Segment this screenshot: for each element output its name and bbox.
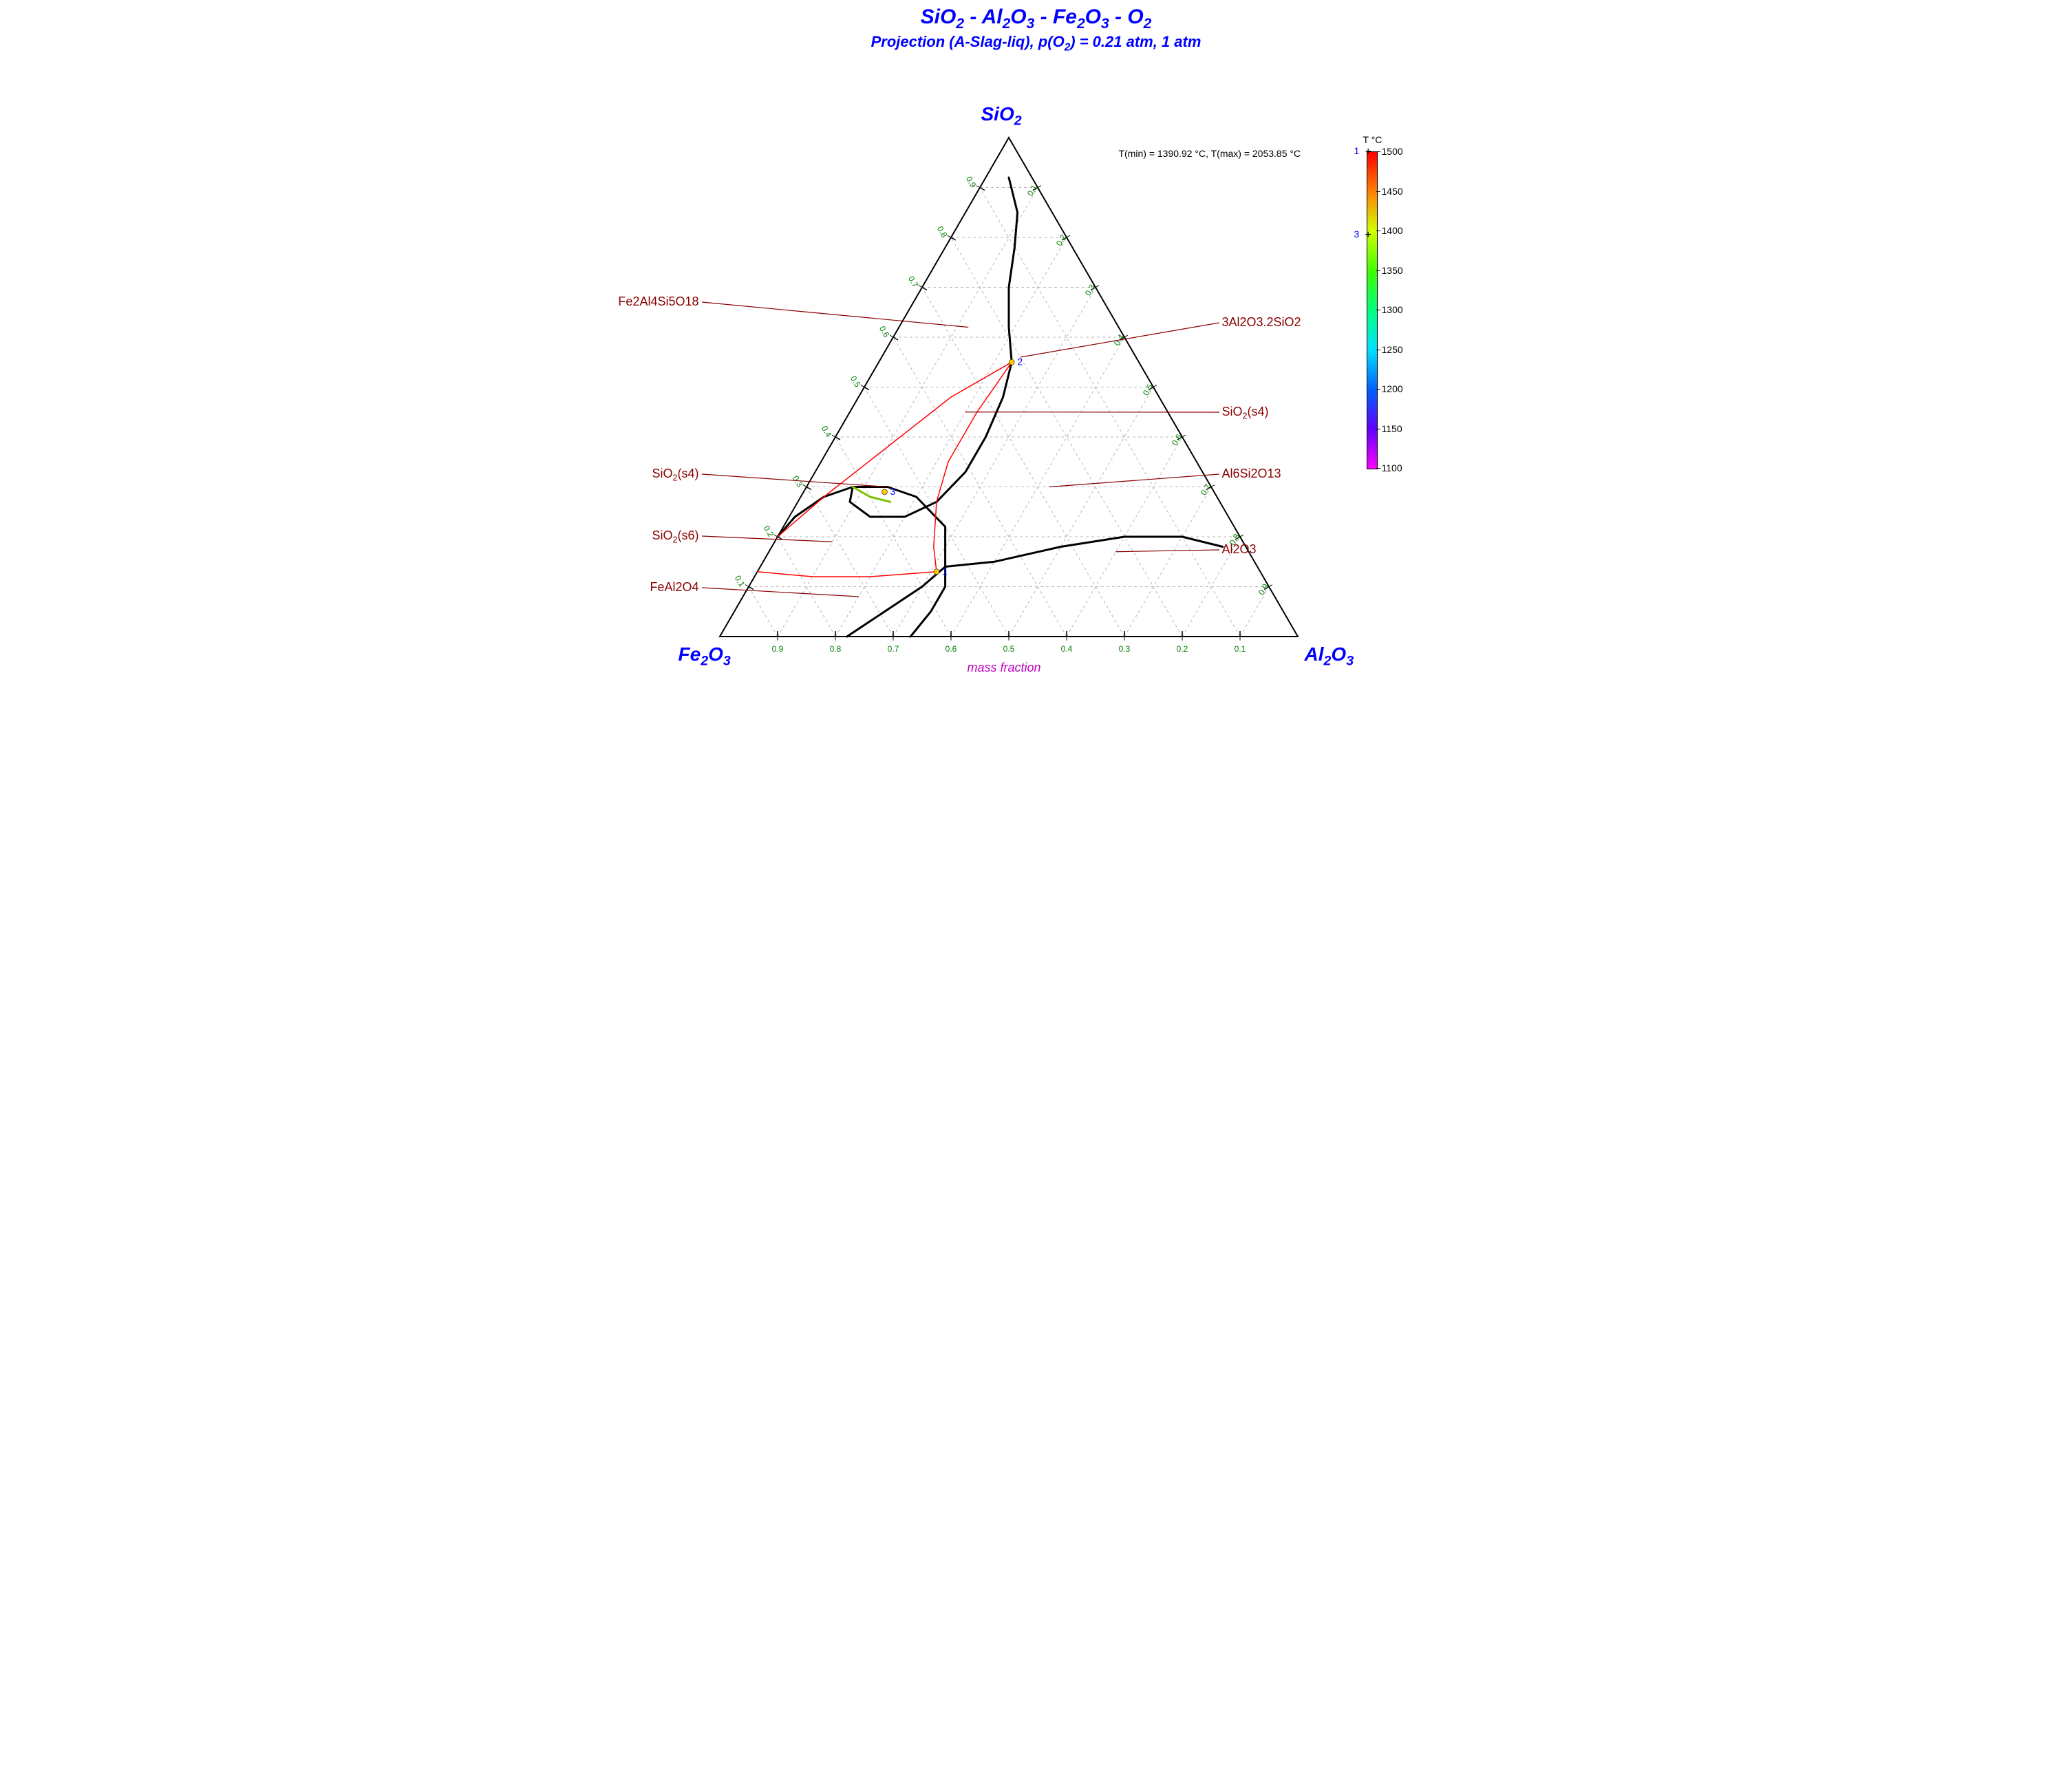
svg-text:0.7: 0.7 — [1198, 482, 1213, 498]
svg-text:0.2: 0.2 — [761, 524, 776, 539]
svg-text:3: 3 — [890, 486, 895, 497]
svg-text:1: 1 — [942, 566, 948, 577]
svg-text:0.7: 0.7 — [887, 644, 899, 654]
svg-text:0.6: 0.6 — [877, 324, 891, 339]
svg-text:0.9: 0.9 — [1256, 582, 1270, 597]
svg-text:0.9: 0.9 — [771, 644, 783, 654]
colorbar-tick-label: 1150 — [1382, 423, 1409, 434]
svg-text:0.6: 0.6 — [945, 644, 957, 654]
phase-label: SiO2(s4) — [1222, 405, 1269, 421]
ternary-svg: 0.9 0.8 0.7 0.6 0.5 0.4 0.3 0.2 0.1 0.1 0.2 0.3 0.4 0… — [623, 0, 1449, 709]
colorbar-tick-label: 1200 — [1382, 383, 1409, 394]
colorbar-tick-label: 1400 — [1382, 225, 1409, 236]
temperature-colorbar — [1367, 151, 1378, 469]
svg-text:0.4: 0.4 — [819, 424, 833, 439]
colorbar-title: T °C — [1363, 134, 1382, 145]
svg-text:0.5: 0.5 — [1140, 383, 1155, 398]
svg-text:0.3: 0.3 — [1082, 283, 1097, 298]
svg-text:0.1: 0.1 — [732, 574, 747, 589]
phase-label: SiO2(s6) — [652, 529, 698, 545]
svg-text:0.8: 0.8 — [934, 224, 949, 239]
phase-label: FeAl2O4 — [650, 580, 698, 595]
colorbar-tick-label: 1450 — [1382, 186, 1409, 197]
phase-label: Al6Si2O13 — [1222, 467, 1281, 481]
svg-text:0.1: 0.1 — [1025, 183, 1039, 198]
colorbar-marker: 1 — [1354, 145, 1360, 156]
colorbar-tick-label: 1100 — [1382, 462, 1409, 473]
colorbar-marker: 3 — [1354, 228, 1360, 239]
svg-text:0.7: 0.7 — [906, 275, 920, 290]
svg-text:0.9: 0.9 — [963, 175, 978, 190]
phase-label: Al2O3 — [1222, 542, 1257, 557]
phase-label: Fe2Al4Si5O18 — [618, 295, 698, 309]
phase-label: 3Al2O3.2SiO2 — [1222, 315, 1301, 330]
svg-text:0.4: 0.4 — [1060, 644, 1072, 654]
svg-text:0.2: 0.2 — [1176, 644, 1188, 654]
colorbar-tick-label: 1350 — [1382, 265, 1409, 276]
colorbar-tick-label: 1300 — [1382, 304, 1409, 315]
colorbar-tick-label: 1250 — [1382, 344, 1409, 355]
svg-text:0.5: 0.5 — [848, 374, 862, 389]
svg-text:0.2: 0.2 — [1054, 233, 1068, 248]
phase-label: SiO2(s4) — [652, 467, 698, 483]
colorbar-tick-label: 1500 — [1382, 146, 1409, 157]
svg-text:0.6: 0.6 — [1169, 432, 1184, 447]
svg-text:0.8: 0.8 — [829, 644, 841, 654]
svg-text:0.5: 0.5 — [1003, 644, 1014, 654]
svg-text:2: 2 — [1017, 356, 1023, 367]
svg-text:0.3: 0.3 — [1118, 644, 1130, 654]
svg-text:0.1: 0.1 — [1234, 644, 1246, 654]
ternary-diagram-container: SiO2 - Al2O3 - Fe2O3 - O2 Projection (A-… — [623, 0, 1449, 709]
